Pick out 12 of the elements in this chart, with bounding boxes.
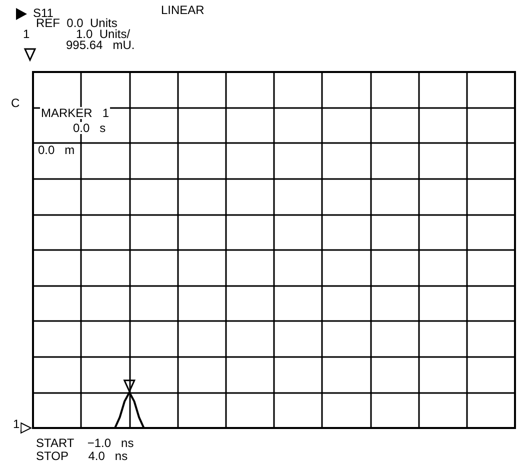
text: LINEAR bbox=[161, 3, 205, 17]
text: REF 0.0 Units bbox=[36, 16, 118, 30]
text: 0.0 m bbox=[38, 143, 75, 157]
text: MARKER 1 bbox=[41, 106, 110, 120]
text: 995.64 mU. bbox=[66, 38, 135, 52]
text: C bbox=[11, 96, 20, 110]
text: 1 bbox=[13, 417, 20, 431]
text: 1 bbox=[23, 27, 30, 41]
text: 1.0 Units/ bbox=[76, 27, 131, 41]
text: STOP 4.0 ns bbox=[36, 449, 128, 463]
text: 0.0 s bbox=[73, 121, 106, 135]
text: START −1.0 ns bbox=[36, 436, 134, 450]
